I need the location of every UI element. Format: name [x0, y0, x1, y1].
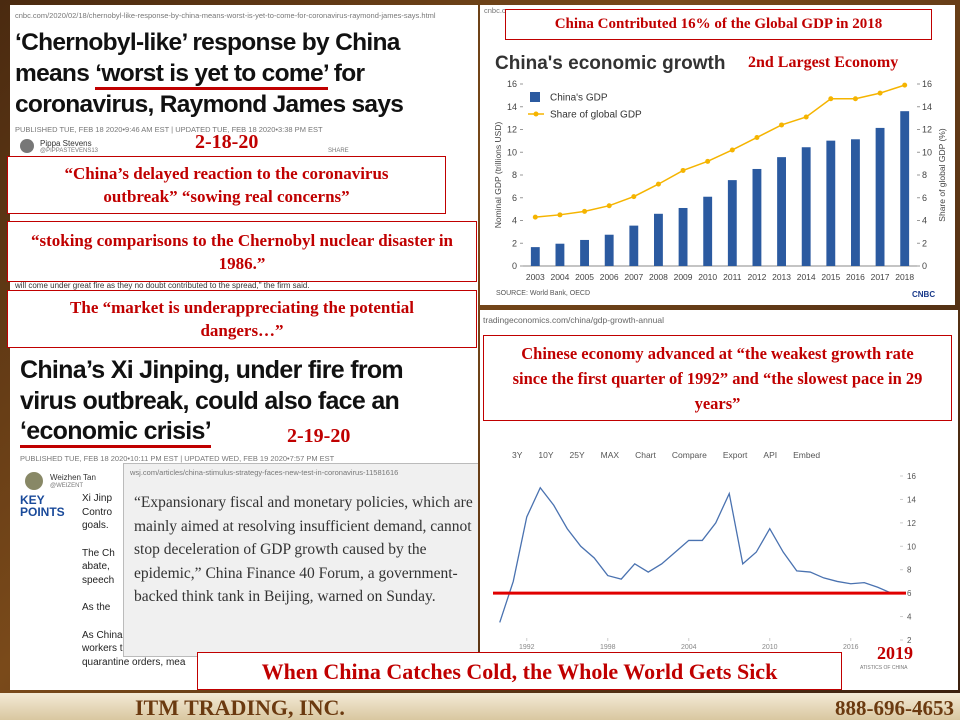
chart-title: China's economic growth [495, 53, 726, 74]
headline: China’s Xi Jinping, under fire from [20, 356, 404, 384]
url: wsj.com/articles/china-stimulus-strategy… [130, 468, 399, 477]
avatar [25, 472, 43, 490]
phone: 888-696-4653 [835, 696, 954, 720]
logo: CNBC [912, 290, 936, 299]
headline: ‘Chernobyl-like’ response by China [15, 29, 400, 56]
key-points: KEY POINTS [20, 493, 65, 519]
date: 2-19-20 [287, 425, 351, 447]
headline: means ‘worst is yet to come’ for [15, 58, 365, 90]
toolbar-item: Chart [635, 450, 656, 460]
toolbar-item: API [763, 450, 778, 460]
toolbar-item: 3Y [512, 450, 523, 460]
author: Weizhen Tan [50, 473, 96, 482]
quote-box: The “market is underappreciating the pot… [7, 290, 477, 348]
bullet-text: Contro [82, 506, 113, 518]
avatar [20, 139, 34, 153]
bullet-text: As the [82, 602, 111, 613]
underlined-text: ‘worst is yet to come’ [95, 60, 328, 90]
company: ITM TRADING, INC. [135, 695, 345, 720]
banner: When China Catches Cold, the Whole World… [197, 652, 842, 690]
meta: PUBLISHED TUE, FEB 18 2020•9:46 AM EST |… [15, 125, 323, 134]
toolbar-item: Export [722, 450, 748, 460]
banner: China Contributed 16% of the Global GDP … [505, 9, 932, 40]
footer [0, 693, 960, 720]
author: Pippa Stevens [40, 139, 92, 148]
quote-box: “China’s delayed reaction to the coronav… [7, 156, 446, 214]
text: means [15, 60, 96, 87]
bullet-text: Xi Jinp [82, 493, 113, 504]
annotation: 2nd Largest Economy [748, 54, 899, 71]
bullet-text: speech [82, 574, 115, 586]
quote-box: “stoking comparisons to the Chernobyl nu… [7, 221, 477, 282]
gdp-panel [480, 5, 955, 305]
annotation: 2019 [877, 643, 913, 663]
toolbar: 3Y 10Y 25Y MAX Chart Compare Export API Embed [512, 445, 836, 463]
url: cnbc.com/2020/02/18/chernobyl-like-respo… [15, 11, 436, 20]
toolbar-item: Compare [671, 450, 707, 460]
quote: “Expansionary fiscal and monetary polici… [134, 494, 473, 605]
headline: coronavirus, Raymond James says [15, 91, 404, 118]
toolbar-item: 25Y [569, 450, 585, 460]
handle: @PIPPASTEVENS13 [40, 148, 99, 154]
toolbar-item: Embed [793, 450, 821, 460]
wsj-card: wsj.com/articles/china-stimulus-strategy… [123, 463, 478, 657]
bullet-text: goals. [82, 520, 109, 531]
bullet-text: abate, [82, 561, 110, 572]
toolbar-item: 10Y [538, 450, 554, 460]
handle: @WEIZENT [50, 483, 84, 489]
snippet: will come under great fire as they no do… [15, 281, 310, 290]
url: tradingeconomics.com/china/gdp-growth-an… [483, 315, 664, 325]
toolbar-item: MAX [600, 450, 620, 460]
bullet-text: quarantine orders, mea [82, 656, 186, 668]
text: for [327, 60, 365, 87]
headline: ‘economic crisis’ [20, 417, 212, 448]
quote-box: Chinese economy advanced at “the weakest… [483, 335, 952, 421]
source: SOURCE: World Bank, OECD [496, 290, 591, 297]
share: SHARE [328, 148, 349, 154]
headline: virus outbreak, could also face an [20, 387, 400, 415]
bullet-text: The Ch [82, 547, 115, 559]
url: cnbc.com [484, 6, 517, 15]
meta: PUBLISHED TUE, FEB 18 2020•10:11 PM EST … [20, 454, 335, 463]
source: ATISTICS OF CHINA [860, 665, 908, 671]
date: 2-18-20 [195, 131, 259, 153]
